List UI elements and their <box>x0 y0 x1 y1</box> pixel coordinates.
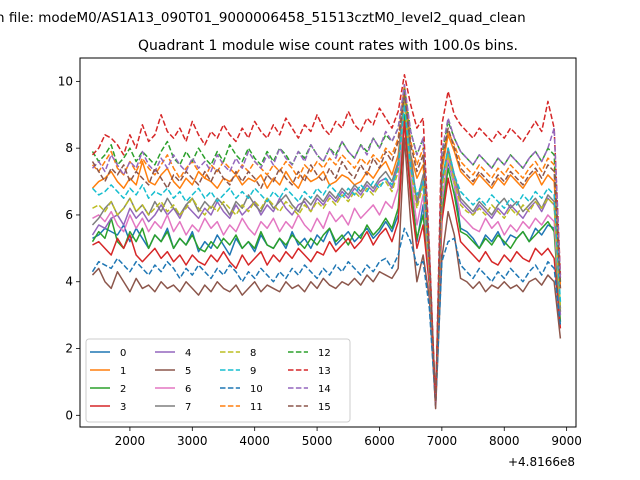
y-tick-label: 8 <box>65 141 73 155</box>
x-tick-label: 5000 <box>302 434 333 448</box>
y-tick-label: 2 <box>65 342 73 356</box>
legend-label-1: 1 <box>120 366 126 377</box>
series-line-7 <box>91 90 562 407</box>
y-tick-label: 4 <box>65 275 73 289</box>
series-line-14 <box>91 83 562 407</box>
legend-label-5: 5 <box>185 366 191 377</box>
x-tick-label: 7000 <box>427 434 458 448</box>
figure-suptitle: n file: modeM0/AS1A13_090T01_9000006458_… <box>0 10 526 26</box>
legend-label-11: 11 <box>250 402 263 413</box>
y-tick-label: 0 <box>65 408 73 422</box>
x-tick-label: 2000 <box>115 434 146 448</box>
legend-label-15: 15 <box>318 402 331 413</box>
legend-label-10: 10 <box>250 384 263 395</box>
legend-label-14: 14 <box>318 384 331 395</box>
series-line-1 <box>91 93 562 403</box>
legend-label-6: 6 <box>185 384 191 395</box>
legend-box <box>85 338 351 423</box>
x-tick-label: 3000 <box>177 434 208 448</box>
series-line-6 <box>92 97 562 407</box>
series-line-4 <box>91 87 562 407</box>
legend-label-8: 8 <box>250 348 256 359</box>
x-offset-label: +4.8166e8 <box>508 455 575 469</box>
series-line-12 <box>91 87 562 407</box>
axes-frame <box>79 57 577 428</box>
series-line-5 <box>91 137 562 410</box>
x-tick-label: 9000 <box>551 434 582 448</box>
series-line-2 <box>91 114 562 407</box>
series-line-9 <box>91 104 562 403</box>
legend-label-3: 3 <box>120 402 126 413</box>
plot-area <box>91 73 562 410</box>
series-line-15 <box>91 93 562 407</box>
series-line-3 <box>92 120 562 407</box>
y-tick-label: 10 <box>58 74 73 88</box>
series-line-13 <box>91 73 562 407</box>
y-tick-label: 6 <box>65 208 73 222</box>
x-tick-label: 8000 <box>489 434 520 448</box>
legend-label-2: 2 <box>120 384 126 395</box>
x-tick-label: 4000 <box>239 434 270 448</box>
legend-label-0: 0 <box>120 348 126 359</box>
series-line-10 <box>91 227 562 407</box>
legend-label-12: 12 <box>318 348 331 359</box>
axes-title: Quadrant 1 module wise count rates with … <box>138 38 518 54</box>
x-tick-label: 6000 <box>364 434 395 448</box>
legend-label-13: 13 <box>318 366 331 377</box>
legend-label-9: 9 <box>250 366 256 377</box>
legend-label-4: 4 <box>185 348 191 359</box>
legend-label-7: 7 <box>185 402 191 413</box>
